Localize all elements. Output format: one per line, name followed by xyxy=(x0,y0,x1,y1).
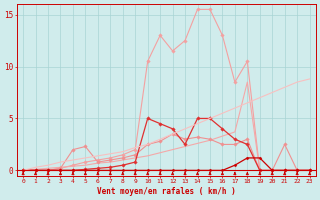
X-axis label: Vent moyen/en rafales ( km/h ): Vent moyen/en rafales ( km/h ) xyxy=(97,187,236,196)
